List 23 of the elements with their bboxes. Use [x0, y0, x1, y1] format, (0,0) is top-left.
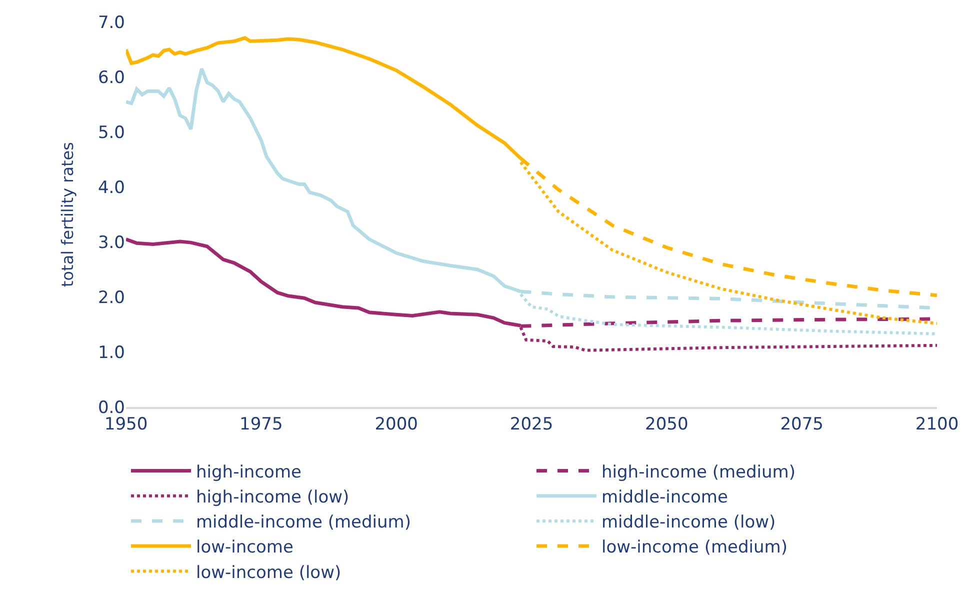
legend-label: low-income — [196, 538, 294, 558]
y-tick-label: 6.0 — [98, 68, 125, 88]
x-tick-label: 2075 — [780, 414, 824, 434]
legend-label: high-income — [196, 462, 302, 482]
y-tick-label: 4.0 — [98, 178, 125, 198]
legend-label: high-income (low) — [196, 487, 350, 508]
x-tick-label: 2000 — [374, 414, 418, 434]
x-tick-label: 2100 — [915, 414, 959, 434]
y-tick-label: 5.0 — [98, 122, 125, 143]
legend-label: middle-income (low) — [602, 512, 776, 533]
x-tick-label: 1975 — [240, 414, 283, 434]
y-tick-label: 7.0 — [98, 12, 125, 33]
legend-label: low-income (low) — [196, 562, 342, 583]
x-tick-label: 2025 — [510, 414, 554, 434]
legend-label: middle-income — [602, 487, 728, 508]
y-tick-label: 2.0 — [98, 288, 125, 308]
legend-label: low-income (medium) — [602, 538, 788, 558]
y-axis-title: total fertility rates — [58, 142, 77, 287]
y-tick-label: 3.0 — [98, 232, 125, 253]
x-tick-label: 2050 — [645, 414, 688, 434]
y-tick-label: 1.0 — [98, 342, 125, 363]
legend-label: middle-income (medium) — [196, 512, 411, 533]
legend-label: high-income (medium) — [602, 462, 796, 482]
